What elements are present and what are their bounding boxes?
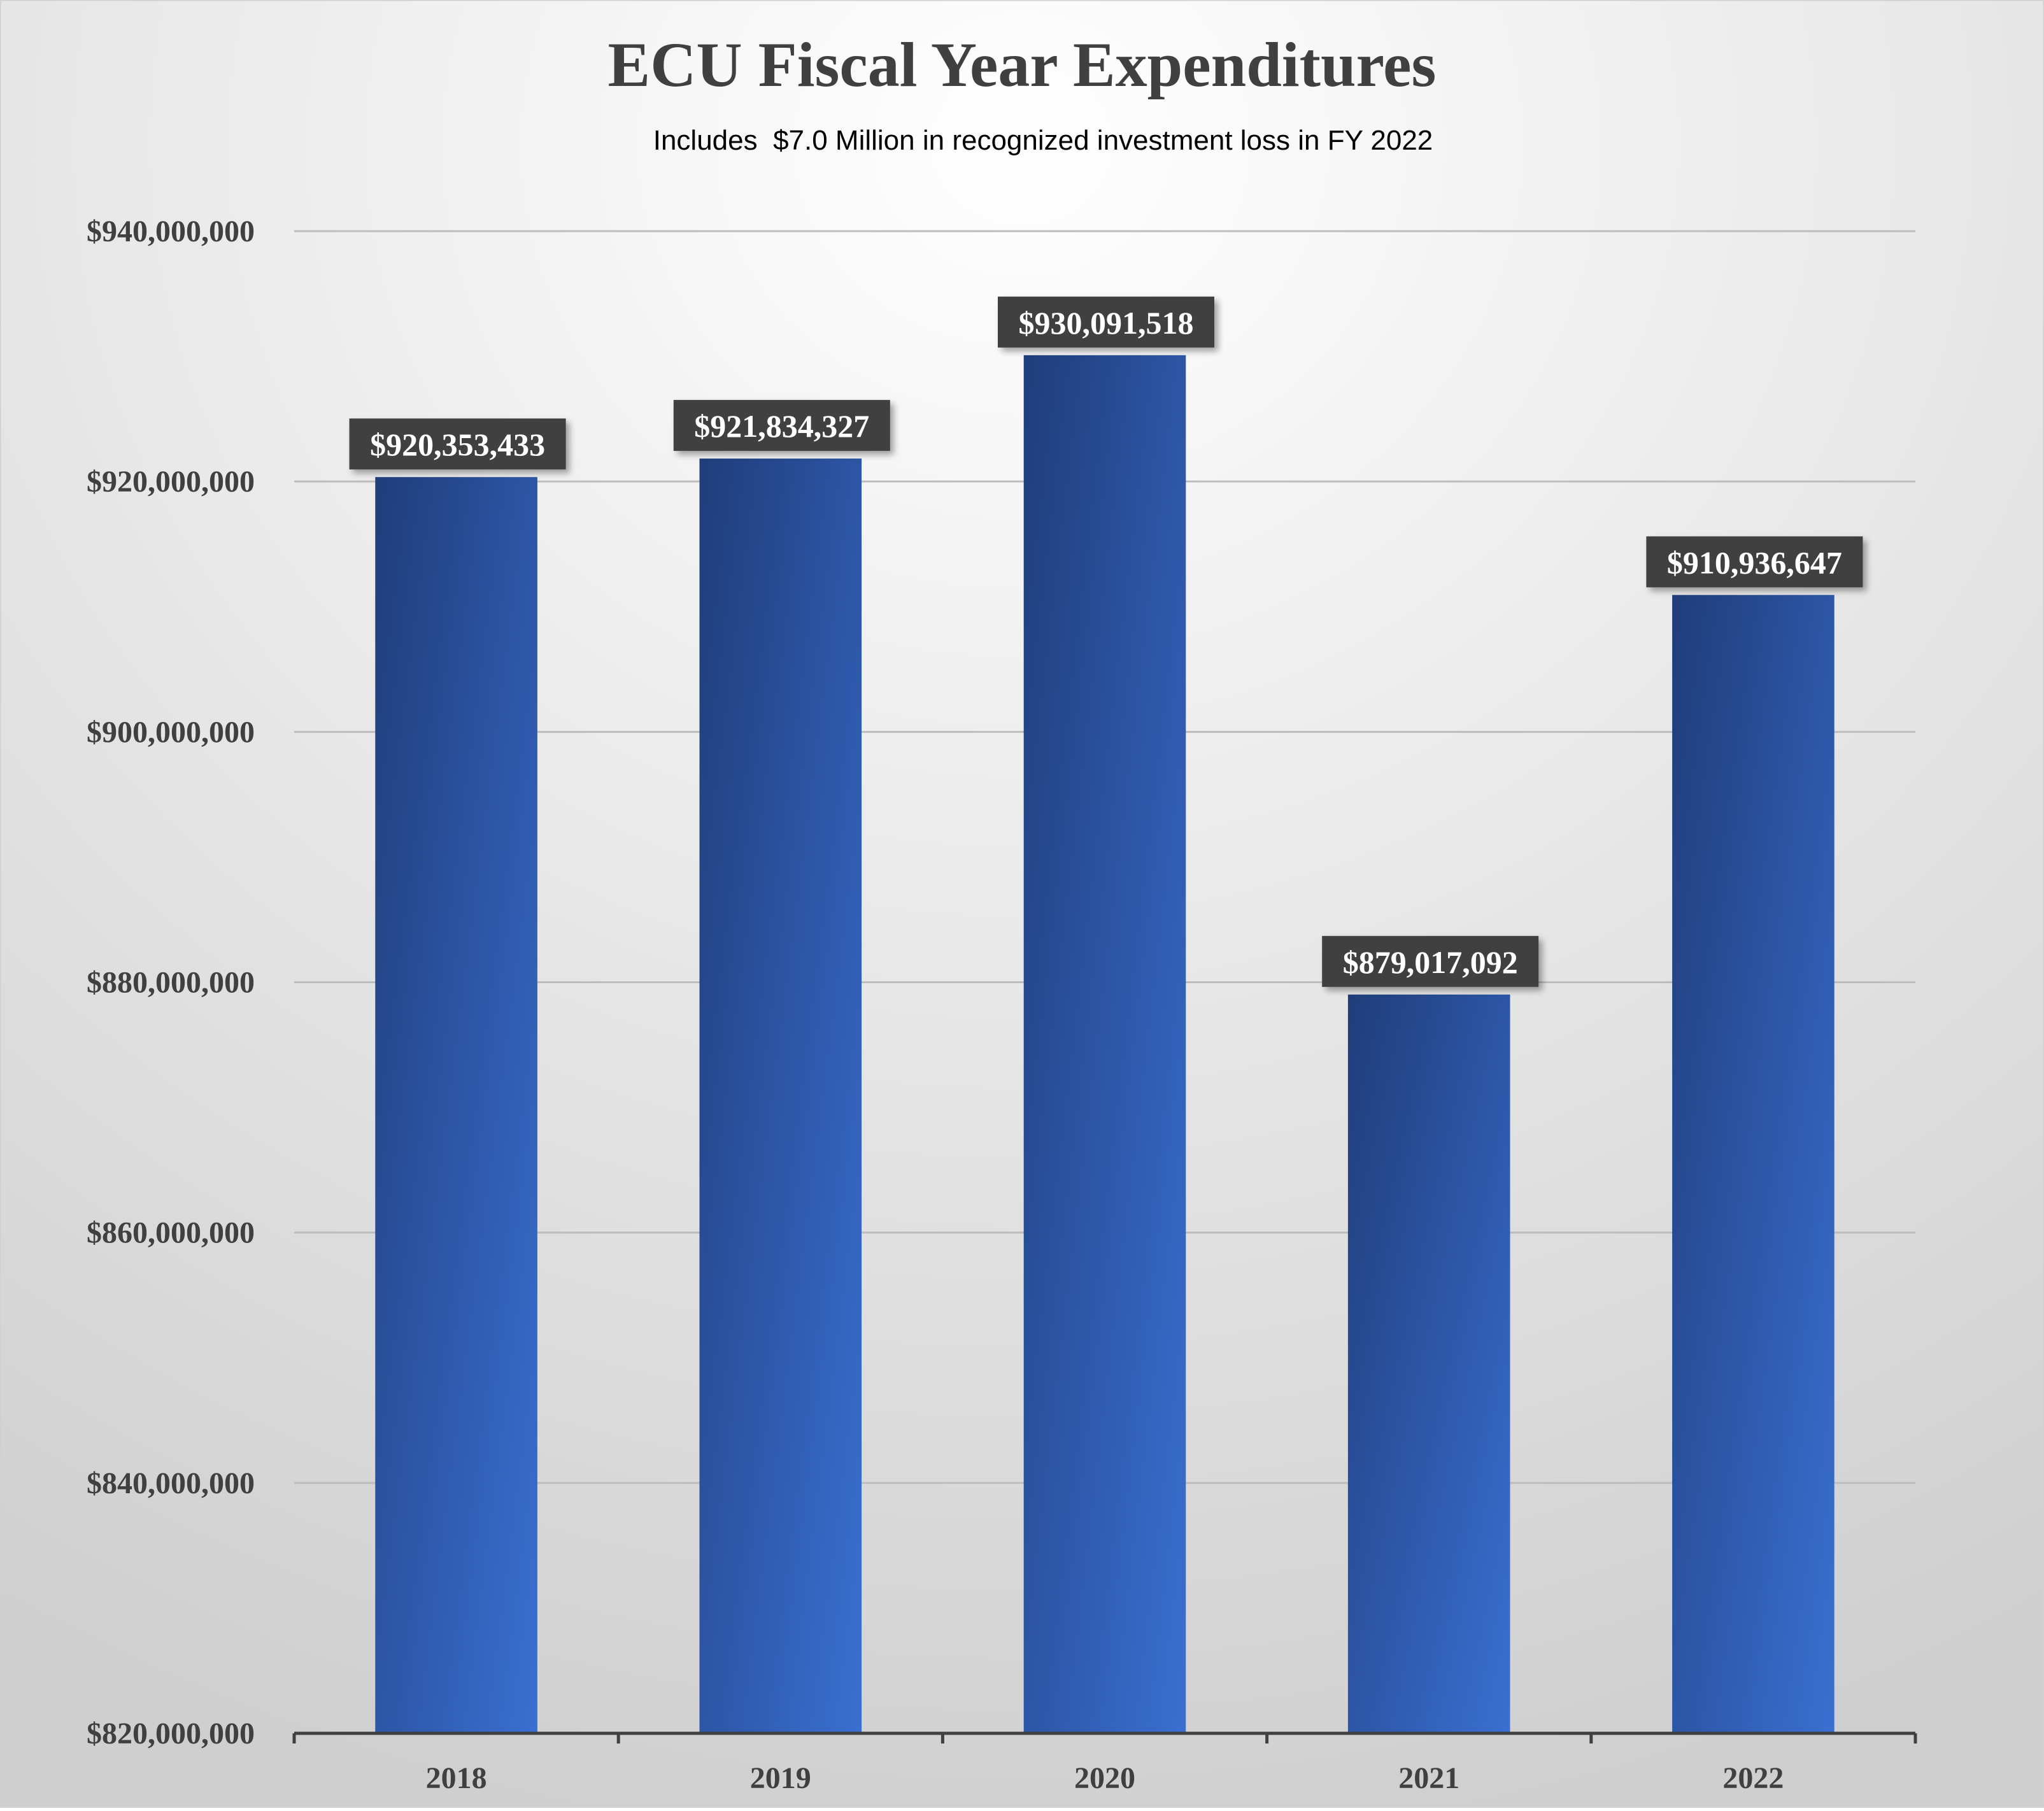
data-label-box	[1322, 935, 1539, 987]
data-label: $910,936,647	[1667, 544, 1842, 580]
y-tick-label: $920,000,000	[87, 465, 255, 499]
y-tick-label: $940,000,000	[87, 215, 255, 248]
data-label: $920,353,433	[370, 427, 545, 462]
y-tick-label: $860,000,000	[87, 1216, 255, 1250]
x-tick-label: 2021	[1398, 1761, 1459, 1795]
x-axis-ticks: 2018 2019 2020 2021 2022	[426, 1761, 1784, 1795]
data-label-box	[673, 400, 890, 451]
bar-2019	[699, 458, 862, 1733]
data-label: $879,017,092	[1343, 944, 1518, 980]
y-tick-label: $820,000,000	[87, 1717, 255, 1751]
bar-2018	[375, 477, 537, 1733]
y-tick-label: $840,000,000	[87, 1467, 255, 1500]
x-axis	[292, 1731, 1917, 1744]
y-tick-label: $880,000,000	[87, 966, 255, 1000]
chart-title: ECU Fiscal Year Expenditures	[608, 29, 1437, 100]
data-label-box	[998, 296, 1214, 348]
x-tick-label: 2018	[426, 1761, 487, 1795]
bars	[375, 355, 1835, 1734]
data-labels: $920,353,433 $921,834,327 $930,091,518 $879…	[349, 296, 1863, 987]
data-label-box	[349, 418, 566, 470]
x-tick-label: 2022	[1722, 1761, 1784, 1795]
y-tick-label: $900,000,000	[87, 715, 255, 749]
x-tick-label: 2020	[1074, 1761, 1135, 1795]
data-label-box	[1646, 536, 1863, 588]
y-axis-ticks: $820,000,000 $840,000,000 $860,000,000 $880…	[87, 215, 255, 1751]
x-tick-label: 2019	[750, 1761, 811, 1795]
bar-2020	[1023, 355, 1186, 1734]
data-label: $921,834,327	[694, 408, 869, 444]
bar-2022	[1672, 595, 1835, 1733]
chart-subtitle: Includes $7.0 Million in recognized inve…	[653, 125, 1433, 156]
data-label: $930,091,518	[1019, 305, 1194, 341]
bar-2021	[1347, 994, 1510, 1733]
